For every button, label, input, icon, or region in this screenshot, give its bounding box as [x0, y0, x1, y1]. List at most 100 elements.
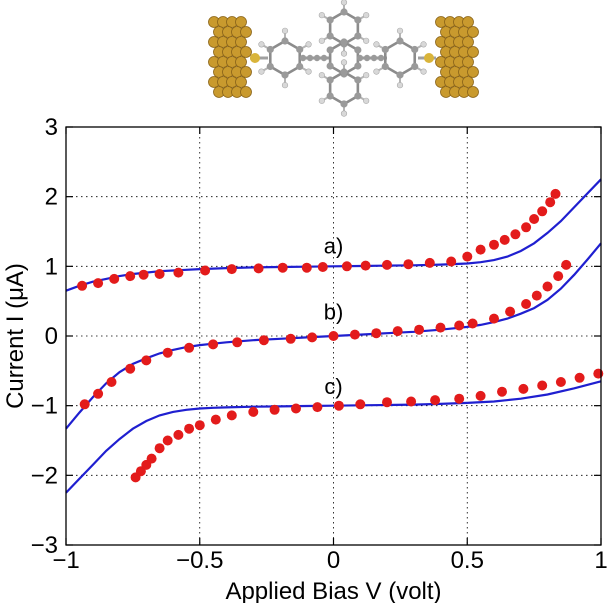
data-point [285, 333, 296, 344]
data-point [291, 403, 301, 414]
y-tick-label: 1 [45, 253, 58, 280]
data-point [307, 332, 318, 343]
data-point [184, 423, 195, 434]
data-point [79, 399, 90, 410]
data-point [561, 259, 572, 270]
theory-curve-2 [65, 380, 602, 494]
curve-annotations: a) b) c) [324, 233, 344, 399]
data-point [162, 435, 173, 446]
data-point [333, 400, 344, 411]
data-point [154, 443, 165, 454]
data-point [392, 326, 403, 337]
data-point [430, 395, 441, 406]
data-point [406, 396, 417, 407]
data-point [555, 377, 566, 387]
sulfur-atom [424, 53, 434, 63]
data-point [371, 328, 382, 339]
data-point [414, 324, 425, 335]
data-point [232, 337, 243, 348]
data-point [93, 278, 104, 289]
data-point [208, 339, 219, 350]
data-point [403, 259, 414, 270]
data-point [106, 377, 117, 387]
data-point [475, 244, 486, 255]
data-point [424, 257, 435, 268]
y-tick-label: 2 [45, 184, 58, 211]
data-point [593, 368, 604, 379]
data-point [550, 188, 561, 199]
data-point [141, 355, 152, 366]
x-tick-label: 0.5 [451, 547, 484, 574]
data-point [93, 388, 104, 399]
data-point [200, 265, 211, 276]
data-point [341, 261, 352, 272]
data-point [467, 318, 478, 329]
data-point [462, 251, 473, 262]
data-point [173, 267, 184, 278]
data-point [226, 410, 237, 421]
iv-chart: −1 −0.5 0 0.5 1 −3 −2 −1 0 1 2 3 a) b) c) Applied Bia… [2, 114, 608, 603]
data-point [531, 290, 542, 301]
data-point [529, 214, 540, 224]
data-point [505, 306, 516, 317]
data-point [382, 397, 392, 408]
data-point [77, 280, 88, 291]
data-point [499, 234, 510, 245]
data-point [162, 347, 173, 358]
data-point [454, 393, 465, 404]
data-point [454, 320, 465, 331]
data-point [301, 262, 312, 273]
benzene-ring [318, 0, 370, 57]
data-point [109, 273, 120, 284]
x-tick-label: 0 [327, 547, 340, 574]
data-point [253, 263, 264, 274]
data-point [194, 420, 205, 431]
alkyne-bridge [356, 54, 387, 62]
data-point [210, 414, 221, 425]
data-point [125, 363, 136, 374]
data-point [138, 269, 149, 280]
data-point [125, 271, 136, 282]
data-point [248, 406, 259, 417]
x-tick-label: −1 [52, 547, 79, 574]
experimental-points [77, 188, 604, 483]
benzene-ring [318, 59, 370, 117]
data-point [553, 271, 564, 282]
x-axis-label: Applied Bias V (volt) [225, 578, 441, 603]
data-point [497, 386, 507, 397]
data-point [537, 380, 548, 391]
data-point [537, 206, 548, 217]
data-point [435, 322, 446, 333]
alkyne-bridge [299, 54, 330, 62]
x-tick-label: −0.5 [176, 547, 223, 574]
data-point [510, 229, 521, 240]
data-point [328, 331, 339, 341]
data-point [521, 222, 532, 233]
data-point [475, 390, 486, 401]
y-tick-label: −3 [31, 532, 58, 559]
gold-electrode-cluster [435, 16, 479, 98]
benzene-ring [258, 27, 312, 89]
curve-label: c) [324, 374, 342, 399]
data-point [360, 260, 371, 271]
chart-grid [66, 127, 601, 545]
data-point [382, 259, 392, 270]
x-tick-label: 1 [594, 547, 607, 574]
y-tick-label: 3 [45, 114, 58, 141]
data-point [542, 281, 553, 292]
y-tick-label: −2 [31, 462, 58, 489]
data-point [545, 197, 556, 208]
gold-electrode-cluster [208, 16, 252, 98]
data-point [226, 264, 237, 275]
data-point [269, 404, 280, 415]
data-point [355, 399, 366, 410]
axis-ticks: −1 −0.5 0 0.5 1 −3 −2 −1 0 1 2 3 [31, 114, 608, 574]
data-point [521, 299, 532, 309]
data-point [184, 342, 195, 353]
data-point [349, 329, 360, 340]
data-point [277, 262, 288, 273]
y-tick-label: −1 [31, 393, 58, 420]
data-point [489, 313, 499, 324]
molecular-junction-illustration [208, 0, 479, 117]
